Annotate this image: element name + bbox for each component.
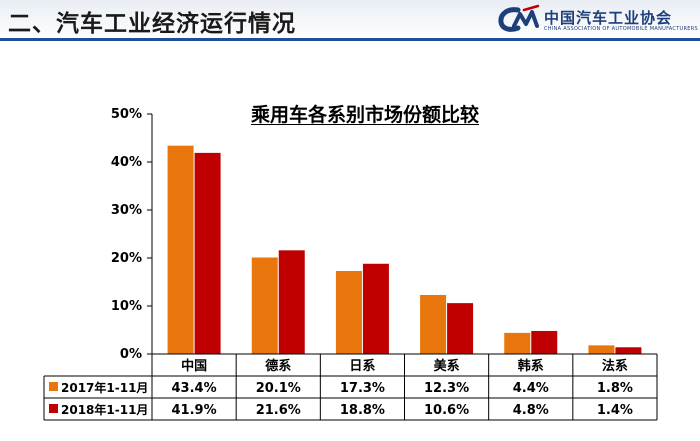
y-tick-label: 50% [111, 107, 142, 122]
legend-swatch-2 [49, 404, 58, 413]
legend-label-2: 2018年1-11月 [61, 402, 148, 417]
data-label: 1.8% [597, 381, 633, 396]
y-tick-label: 40% [111, 155, 142, 170]
bar-2-1 [194, 152, 221, 354]
category-label: 日系 [349, 358, 375, 374]
data-label: 18.8% [340, 403, 385, 418]
bar-2-5 [531, 330, 558, 354]
data-label: 1.4% [597, 403, 633, 418]
y-tick-label: 0% [120, 347, 142, 362]
category-label: 中国 [181, 358, 207, 374]
category-label: 德系 [265, 358, 291, 374]
bar-2-6 [615, 347, 642, 354]
chart-title: 乘用车各系别市场份额比较 [250, 104, 479, 126]
bar-1-3 [335, 270, 362, 354]
data-label: 21.6% [256, 403, 301, 418]
legend-swatch-1 [49, 382, 58, 391]
bar-1-5 [504, 332, 531, 354]
data-label: 41.9% [172, 403, 217, 418]
legend-label-1: 2017年1-11月 [61, 380, 148, 395]
bar-2-2 [278, 250, 305, 354]
caam-logo-icon [498, 4, 540, 32]
y-tick-label: 30% [111, 203, 142, 218]
data-label: 20.1% [256, 381, 301, 396]
bar-1-1 [167, 145, 194, 354]
logo-subtitle: CHINA ASSOCIATION OF AUTOMOBILE MANUFACT… [544, 26, 698, 32]
bar-1-4 [420, 294, 447, 354]
bar-2-3 [362, 263, 389, 354]
header-divider [0, 38, 700, 41]
y-tick-label: 20% [111, 251, 142, 266]
data-label: 17.3% [340, 381, 385, 396]
slide-header: 二、汽车工业经济运行情况 中国汽车工业协会 CHINA ASSOCIATION … [0, 0, 700, 41]
data-label: 10.6% [424, 403, 469, 418]
data-label: 43.4% [172, 381, 217, 396]
bar-1-6 [588, 345, 615, 354]
data-label: 12.3% [424, 381, 469, 396]
category-label: 美系 [434, 358, 460, 374]
logo-name: 中国汽车工业协会 [544, 9, 673, 27]
bar-2-4 [447, 303, 474, 354]
data-label: 4.8% [513, 403, 549, 418]
data-label: 4.4% [513, 381, 549, 396]
category-label: 法系 [602, 358, 628, 374]
page-title: 二、汽车工业经济运行情况 [8, 11, 296, 37]
bar-1-2 [251, 257, 278, 354]
category-label: 韩系 [518, 358, 544, 374]
caam-logo: 中国汽车工业协会 CHINA ASSOCIATION OF AUTOMOBILE… [498, 4, 698, 36]
y-tick-label: 10% [111, 299, 142, 314]
